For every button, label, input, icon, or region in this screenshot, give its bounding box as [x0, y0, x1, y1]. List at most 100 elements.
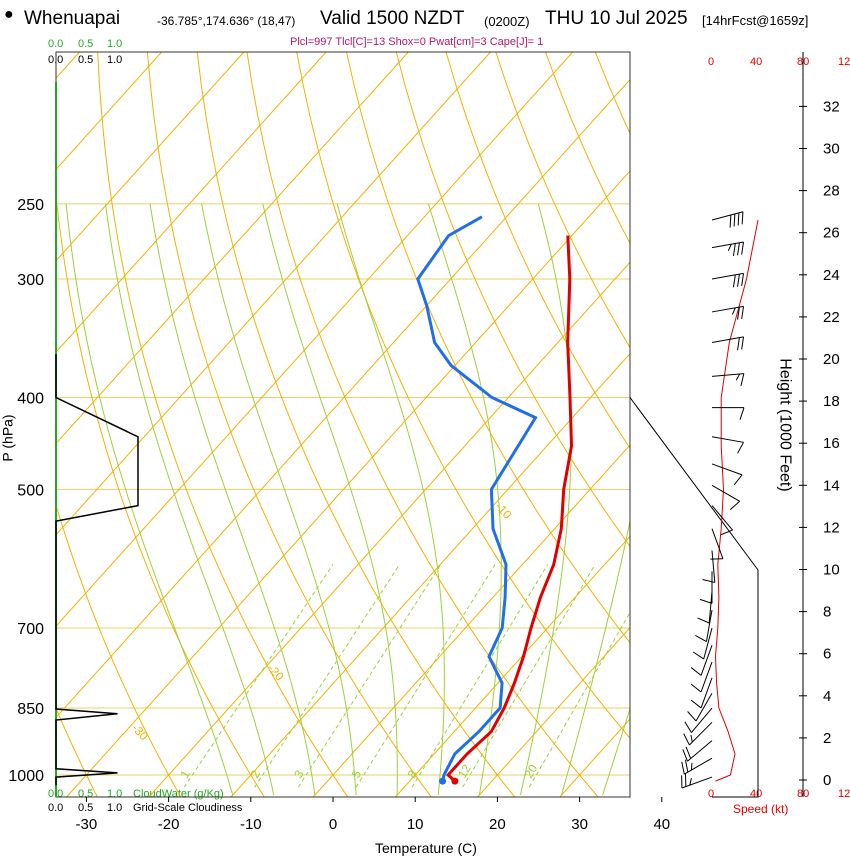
cloudiness-tick: 1.0 — [107, 54, 123, 66]
isotherm-line — [56, 52, 327, 353]
x-tick-label: 40 — [653, 816, 670, 833]
wind-barb-shaft — [695, 692, 713, 722]
wind-barb — [711, 336, 745, 351]
wind-barb-shaft — [691, 707, 713, 733]
height-tick-label: 4 — [823, 688, 831, 705]
wind-barb-flag — [737, 274, 740, 287]
wind-barb-flag — [737, 242, 740, 256]
pressure-tick-label: 1000 — [8, 768, 44, 785]
height-tick-label: 2 — [823, 730, 831, 747]
wind-barb-flag — [690, 699, 702, 709]
dry-adiabat — [196, 52, 516, 797]
isotherm-line — [56, 52, 574, 627]
mixing-ratio-line — [411, 564, 549, 788]
wind-barb-flag — [732, 274, 736, 288]
height-tick-label: 20 — [823, 351, 840, 368]
wind-barb-shaft — [711, 484, 740, 502]
wind-barb-flag — [735, 373, 741, 381]
wind-barb-flag — [684, 721, 692, 733]
height-tick-label: 22 — [823, 309, 840, 326]
height-tick-label: 24 — [823, 267, 840, 284]
wind-barb — [702, 550, 716, 583]
wind-barb-shaft — [711, 463, 743, 476]
wind-barb-flag — [737, 212, 740, 226]
wind-barb-flag — [681, 761, 685, 775]
speed-tick: 0 — [708, 56, 715, 68]
wind-barb-shaft — [711, 211, 744, 221]
wind-barb-flag — [732, 243, 736, 257]
pressure-tick-label: 250 — [17, 197, 44, 214]
wind-barb — [681, 757, 713, 775]
wind-barb-flag — [741, 211, 744, 225]
mixing-ratio-label: 12 — [455, 762, 474, 781]
outline-triangle — [629, 397, 759, 798]
wind-barb — [699, 571, 713, 604]
wind-barb — [711, 484, 741, 511]
dry-adiabat — [495, 52, 630, 349]
dry-adiabat — [296, 52, 630, 739]
x-tick-label: 10 — [407, 816, 424, 833]
wind-barb-flag — [699, 598, 713, 604]
wind-barb-shaft — [684, 757, 713, 775]
wind-barb-flag — [741, 241, 745, 255]
cloudwater-tick: 1.0 — [107, 38, 123, 50]
wind-barb-flag — [684, 759, 689, 773]
dry-adiabat — [56, 707, 98, 797]
wind-barb-flag — [741, 306, 745, 319]
wind-barb-flag — [690, 667, 702, 676]
wind-barb-flag — [695, 635, 707, 642]
forecast-label: [14hrFcst@1659z] — [702, 13, 809, 28]
pressure-tick-label: 500 — [17, 482, 44, 499]
moist-adiabat — [149, 203, 316, 796]
wind-barb — [690, 661, 713, 693]
wind-barb — [690, 645, 713, 676]
dry-adiabat — [146, 52, 432, 797]
wind-barb — [711, 463, 743, 486]
wind-barb-flag — [731, 307, 736, 315]
wind-barb-shaft — [700, 645, 713, 676]
utc-time: (0200Z) — [484, 14, 530, 29]
mixing-ratio-line — [183, 564, 334, 788]
isotherm-line — [56, 52, 491, 536]
plot-area: 123581220100-10-20-30 — [56, 52, 850, 797]
wind-barb — [711, 305, 745, 320]
wind-barb-flag — [737, 442, 744, 454]
dry-adiabat — [695, 52, 850, 797]
isotherm-line — [56, 52, 163, 171]
dry-adiabat — [594, 52, 630, 135]
isotherm-label: 0 — [672, 391, 687, 406]
isotherm-line — [56, 52, 245, 262]
cloudwater-tick: 0.5 — [78, 38, 94, 50]
wind-barb-shaft — [711, 528, 724, 559]
wind-barb-shaft — [700, 661, 713, 693]
wind-barb-flag — [727, 243, 732, 251]
x-tick-label: 20 — [489, 816, 506, 833]
mixing-ratio-line — [462, 564, 596, 788]
cloudwater-tick: 0.0 — [48, 38, 64, 50]
speed-tick: 12 — [838, 788, 850, 800]
wind-barb-flag — [720, 529, 733, 536]
speed-tick: 0 — [708, 788, 715, 800]
wind-barb-shaft — [711, 505, 733, 531]
moist-adiabat — [262, 203, 398, 796]
speed-axis-label: Speed (kt) — [733, 802, 789, 816]
moist-adiabat — [105, 203, 275, 796]
wind-barb-flag — [737, 307, 740, 320]
height-tick-label: 12 — [823, 519, 840, 536]
wind-barb-flag — [729, 214, 732, 228]
station-coords: -36.785°,174.636° (18,47) — [157, 14, 296, 28]
height-tick-label: 14 — [823, 477, 840, 494]
wind-barb — [711, 211, 744, 228]
cloudiness-line — [55, 354, 139, 786]
wind-barb-flag — [685, 746, 692, 759]
wind-barb — [684, 707, 713, 733]
mixing-ratio-label: 1 — [177, 767, 193, 780]
wind-barb-flag — [682, 749, 688, 762]
wind-barb-flag — [739, 407, 745, 420]
wind-barb — [683, 721, 713, 746]
wind-barb-shaft — [689, 721, 713, 746]
wind-barb — [710, 528, 724, 560]
wind-barb — [682, 740, 713, 762]
moist-adiabat — [561, 518, 630, 796]
height-tick-label: 16 — [823, 435, 840, 452]
